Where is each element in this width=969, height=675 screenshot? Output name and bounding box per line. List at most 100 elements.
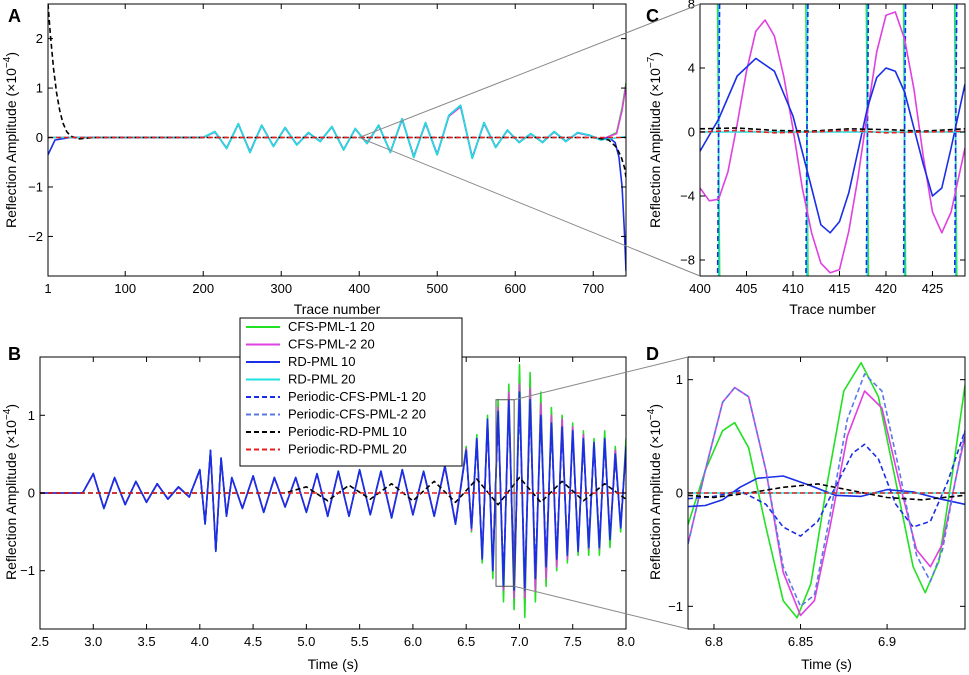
panel-letter: B <box>8 344 21 364</box>
x-tick-label: 400 <box>348 281 370 296</box>
x-tick-label: 200 <box>192 281 214 296</box>
y-tick-label: 0 <box>676 486 683 501</box>
x-tick-label: 3.0 <box>84 634 102 649</box>
x-tick-label: 500 <box>426 281 448 296</box>
panel-a: 1 100 200 300 400 500 600 700 −2 −1 0 1 2 Trace numbe… <box>2 3 627 317</box>
zoom-box <box>495 399 515 587</box>
legend-box <box>239 317 463 467</box>
series-group <box>688 361 965 619</box>
x-tick-label: 600 <box>504 281 526 296</box>
x-tick-label: 2.5 <box>31 634 49 649</box>
y-tick-label: −4 <box>680 189 695 204</box>
x-axis-label: Trace number <box>294 301 381 317</box>
y-tick-label: 1 <box>676 372 683 387</box>
x-tick-label: 405 <box>736 281 758 296</box>
plot-frame <box>699 3 966 277</box>
series-rd-pml-10 <box>688 475 965 508</box>
y-tick-label: 4 <box>688 61 695 76</box>
legend-label: CFS-PML-2 20 <box>288 337 375 352</box>
y-tick-label: −1 <box>668 599 683 614</box>
legend-label: Periodic-RD-PML 20 <box>288 442 407 457</box>
series-group <box>700 4 965 276</box>
x-tick-label: 3.5 <box>138 634 156 649</box>
series-periodic-cfs-pml-1-20 <box>688 430 965 537</box>
x-tick-label: 7.0 <box>510 634 528 649</box>
y-tick-label: 8 <box>688 0 695 12</box>
x-tick-label: 5.0 <box>297 634 315 649</box>
panel-letter: A <box>8 6 21 26</box>
panel-c: 400 405 410 415 420 425 −8 −4 0 4 8 Trace number Ref… <box>646 0 966 317</box>
x-tick-label: 700 <box>582 281 604 296</box>
x-tick-label: 410 <box>782 281 804 296</box>
y-tick-label: −8 <box>680 253 695 268</box>
series-rd-pml-20 <box>48 104 626 160</box>
y-tick-label: 0 <box>28 486 35 501</box>
y-tick-label: −1 <box>28 179 43 194</box>
x-tick-label: 6.9 <box>878 634 896 649</box>
y-axis-label: Reflection Amplitude (×10−4) <box>2 404 19 580</box>
x-tick-label: 6.85 <box>788 634 813 649</box>
legend-label: Periodic-CFS-PML-1 20 <box>288 389 426 404</box>
x-tick-label: 6.5 <box>457 634 475 649</box>
legend-label: Periodic-RD-PML 10 <box>288 424 407 439</box>
x-tick-label: 7.5 <box>564 634 582 649</box>
x-tick-label: 8.0 <box>617 634 635 649</box>
y-axis-label: Reflection Amplitude (×10−4) <box>646 404 663 580</box>
series-periodic-rd-pml-10 <box>48 4 626 178</box>
series-rd-pml-10 <box>700 57 965 234</box>
y-tick-label: 1 <box>36 81 43 96</box>
series-periodic-rd-pml-10 <box>688 483 965 501</box>
x-tick-label: 1 <box>44 281 51 296</box>
zoom-line <box>359 137 701 277</box>
x-tick-label: 100 <box>114 281 136 296</box>
series-cfs-pml-1-20 <box>688 361 965 619</box>
x-tick-label: 400 <box>689 281 711 296</box>
legend: CFS-PML-1 20 CFS-PML-2 20 RD-PML 10 RD-PML … <box>239 317 463 467</box>
series-periodic-rd-pml-10 <box>700 127 965 132</box>
y-tick-label: 0 <box>36 130 43 145</box>
series-periodic-cfs-pml-1-20 <box>40 395 626 588</box>
legend-label: Periodic-CFS-PML-2 20 <box>288 407 426 422</box>
crossing-line <box>902 4 907 276</box>
series-cfs-pml-2-20 <box>48 85 626 159</box>
y-tick-label: 2 <box>36 31 43 46</box>
series-group <box>40 364 626 619</box>
x-axis-label: Time (s) <box>801 656 852 672</box>
y-tick-label: −1 <box>20 563 35 578</box>
series-periodic-rd-pml-10 <box>40 476 626 506</box>
x-tick-label: 6.0 <box>404 634 422 649</box>
y-axis-label: Reflection Amplitude (×10−4) <box>2 52 19 228</box>
x-tick-label: 300 <box>270 281 292 296</box>
panel-b: 2.5 3.0 3.5 4.0 4.5 5.0 5.5 6.0 6.5 7.0 7.5 8.0 −1 0 1… <box>2 344 635 672</box>
legend-label: CFS-PML-1 20 <box>288 319 375 334</box>
x-axis-label: Time (s) <box>308 656 359 672</box>
y-axis-label: Reflection Amplitude (×10−7) <box>646 52 663 228</box>
series-rd-pml-10 <box>48 104 626 272</box>
zoom-line <box>359 3 701 138</box>
x-axis-label: Trace number <box>789 301 876 317</box>
zoom-line <box>514 585 689 630</box>
series-periodic-cfs-pml-2-20 <box>688 373 965 608</box>
x-tick-label: 5.5 <box>351 634 369 649</box>
x-tick-label: 4.0 <box>191 634 209 649</box>
crossing-line <box>953 4 958 276</box>
x-tick-label: 4.5 <box>244 634 262 649</box>
y-tick-label: 0 <box>688 125 695 140</box>
panel-d: 6.8 6.85 6.9 −1 0 1 Time (s) Reflection Amplitu… <box>646 344 966 672</box>
zoom-connector-lines <box>359 3 701 630</box>
x-tick-label: 420 <box>875 281 897 296</box>
series-cfs-pml-2-20 <box>700 11 965 274</box>
x-tick-label: 425 <box>922 281 944 296</box>
series-cfs-pml-1-20 <box>48 82 626 160</box>
plot-frame <box>47 3 627 277</box>
x-tick-label: 415 <box>829 281 851 296</box>
crossing-line <box>716 4 721 276</box>
crossing-line <box>805 4 809 276</box>
series-periodic-rd-pml-20 <box>700 129 965 134</box>
panel-letter: D <box>646 344 659 364</box>
legend-label: RD-PML 10 <box>288 354 355 369</box>
series-cfs-pml-2-20 <box>688 386 965 617</box>
series-group <box>48 4 626 272</box>
zoom-line <box>514 356 689 401</box>
